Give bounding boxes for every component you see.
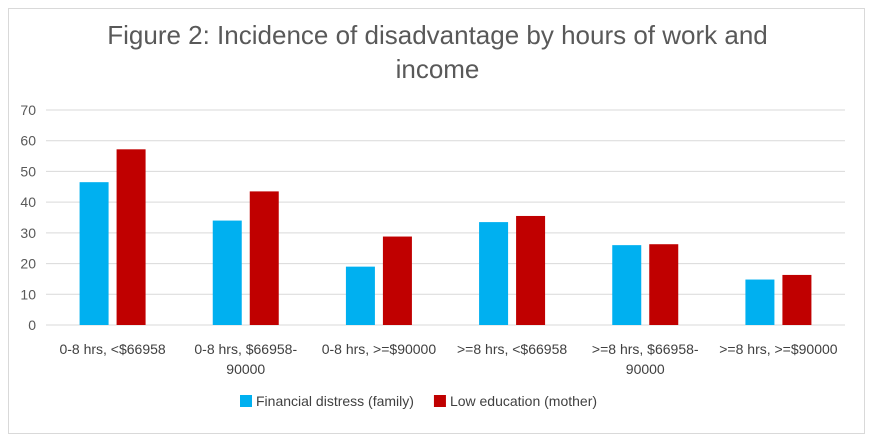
bar-series-1-category-4 — [479, 222, 509, 325]
bar-series-2-category-4 — [516, 215, 546, 325]
x-axis-category-labels: 0-8 hrs, <$66958 0-8 hrs, $66958- 90000 0-8… — [59, 341, 837, 377]
bar-series-1-category-3 — [345, 266, 375, 325]
legend-swatch-2 — [433, 395, 446, 407]
y-tick-label: 70 — [20, 102, 36, 118]
x-category-label: 0-8 hrs, $66958- — [194, 341, 297, 357]
bars — [79, 149, 812, 325]
legend-swatch-1 — [240, 395, 252, 407]
legend: Financial distress (family) Low education… — [240, 393, 597, 409]
legend-label-1: Financial distress (family) — [256, 393, 414, 409]
bar-series-1-category-6 — [745, 279, 775, 325]
bar-series-2-category-1 — [116, 149, 146, 325]
y-tick-label: 30 — [20, 225, 36, 241]
x-category-label: >=8 hrs, >=$90000 — [719, 341, 838, 357]
chart-title-line-1: Figure 2: Incidence of disadvantage by h… — [107, 20, 768, 50]
x-category-label: 90000 — [226, 361, 265, 377]
y-tick-label: 50 — [20, 163, 36, 179]
y-tick-label: 20 — [20, 256, 36, 272]
y-axis-tick-labels: 0 10 20 30 40 50 60 70 — [20, 102, 36, 333]
y-tick-label: 60 — [20, 133, 36, 149]
bar-series-2-category-6 — [782, 274, 812, 325]
bar-series-2-category-2 — [249, 191, 279, 325]
y-tick-label: 10 — [20, 286, 36, 302]
bar-series-1-category-2 — [212, 220, 242, 325]
x-category-label: 90000 — [626, 361, 665, 377]
chart-frame — [8, 8, 865, 434]
x-category-label: 0-8 hrs, <$66958 — [59, 341, 165, 357]
bar-series-2-category-5 — [649, 244, 679, 325]
x-category-label: >=8 hrs, <$66958 — [457, 341, 567, 357]
bar-series-2-category-3 — [382, 236, 412, 325]
bar-series-1-category-5 — [612, 245, 642, 325]
x-category-label: >=8 hrs, $66958- — [592, 341, 699, 357]
chart-title-line-2: income — [395, 54, 480, 84]
chart-title: Figure 2: Incidence of disadvantage by h… — [0, 18, 875, 86]
gridlines — [46, 109, 845, 326]
bar-series-1-category-1 — [79, 182, 109, 325]
y-tick-label: 40 — [20, 194, 36, 210]
y-tick-label: 0 — [28, 317, 36, 333]
x-category-label: 0-8 hrs, >=$90000 — [322, 341, 437, 357]
legend-label-2: Low education (mother) — [450, 393, 597, 409]
